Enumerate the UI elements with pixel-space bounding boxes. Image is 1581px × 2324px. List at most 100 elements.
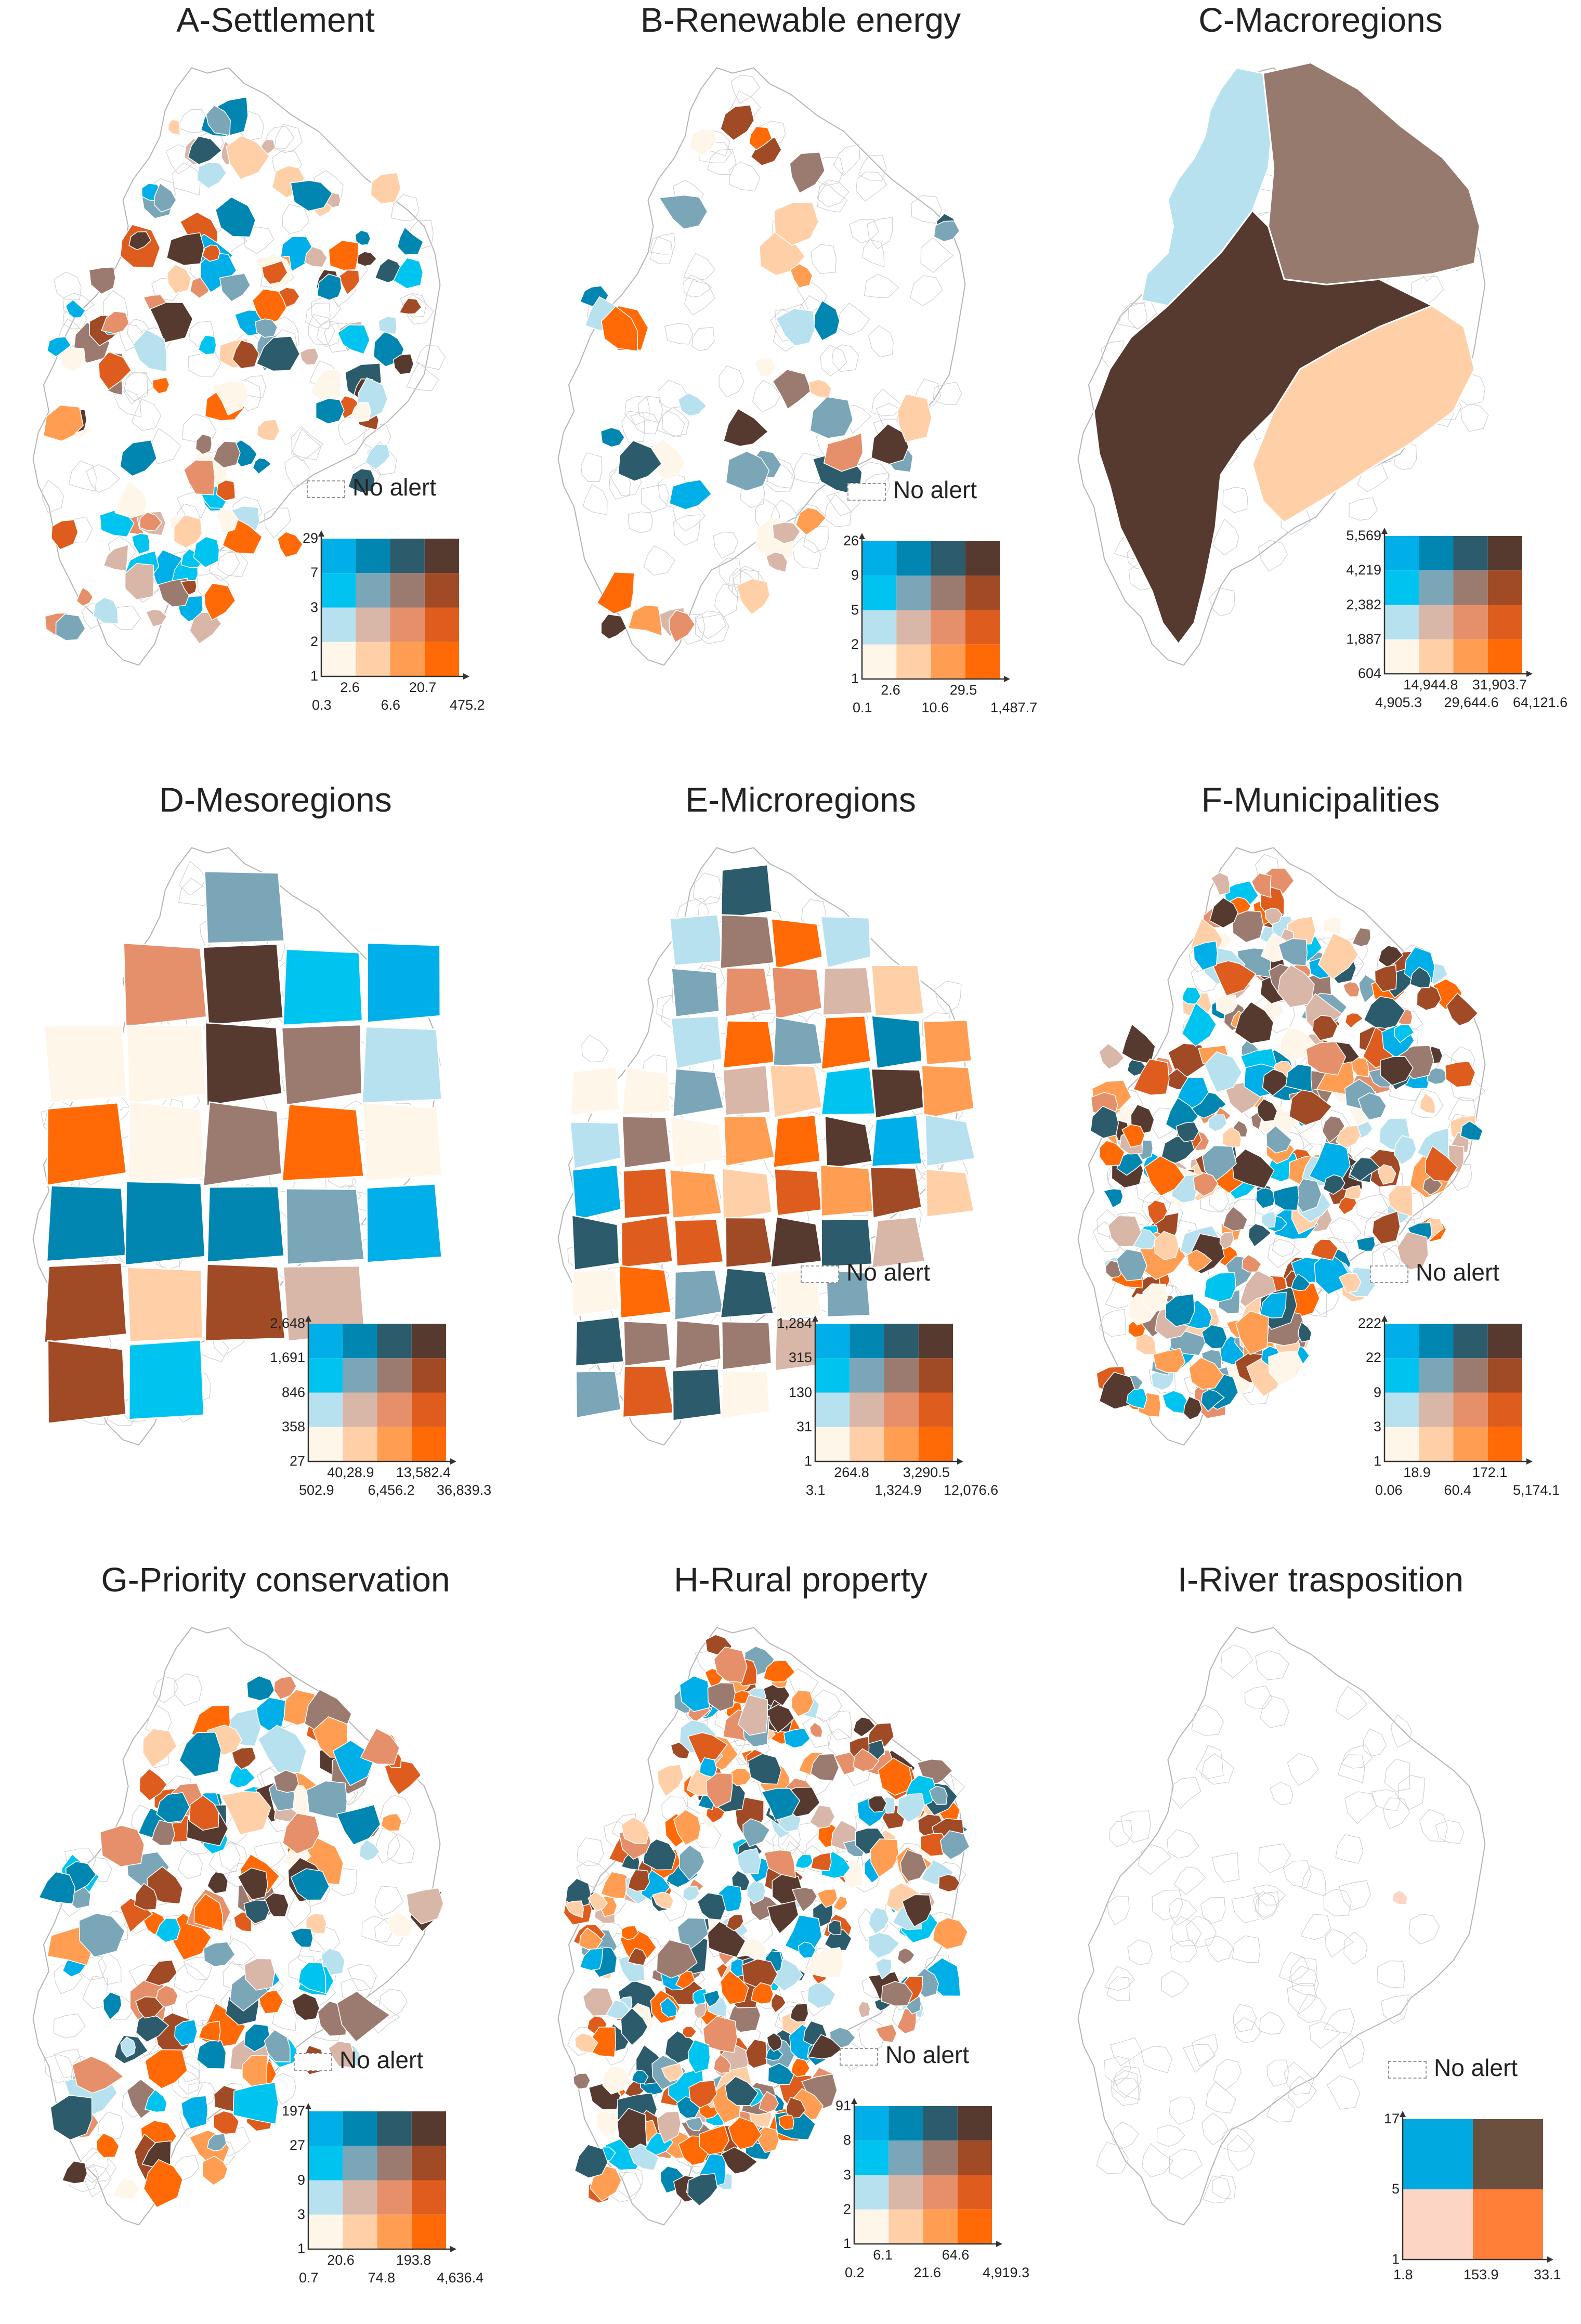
region-area	[820, 1066, 876, 1116]
x-axis-arrow	[1526, 1458, 1533, 1465]
region-area	[622, 1167, 671, 1220]
legend-cell	[1453, 1392, 1488, 1427]
alert-area	[336, 1804, 381, 1846]
alert-area	[132, 329, 167, 373]
legend-cell	[1453, 639, 1488, 674]
municipality-boundary	[264, 125, 295, 149]
region-area	[206, 1185, 285, 1263]
region-area	[669, 1169, 723, 1219]
legend-x-tick: 2.6	[340, 680, 360, 695]
municipality-boundary	[765, 460, 795, 492]
alert-area	[587, 1891, 608, 1912]
alert-area	[829, 2027, 856, 2049]
legend-cell	[1403, 2119, 1473, 2189]
municipality-boundary	[1220, 1644, 1253, 1678]
alert-area	[1107, 1215, 1142, 1247]
alert-area	[317, 273, 342, 301]
alert-area	[789, 151, 826, 194]
region-area	[618, 1265, 672, 1319]
alert-area	[139, 1768, 168, 1801]
bivariate-legend: 29 7 3 2 1 2.6 20.7 0.3 6.6 475.2	[303, 530, 486, 720]
alert-area	[631, 2069, 649, 2084]
municipality-boundary	[752, 380, 781, 413]
alert-area	[143, 2159, 184, 2208]
alert-area	[1322, 1115, 1345, 1144]
alert-area	[1374, 964, 1397, 993]
alert-area	[724, 2076, 759, 2106]
alert-area	[1204, 1051, 1243, 1093]
legend-y-tick: 1,887	[1346, 631, 1381, 647]
alert-area	[1298, 1321, 1312, 1343]
alert-area	[380, 1813, 402, 1832]
municipality-boundary	[1393, 442, 1417, 471]
legend-x-tick: 18.9	[1403, 1465, 1431, 1480]
municipality-boundary	[656, 410, 685, 438]
region-area	[722, 1064, 772, 1116]
alert-area	[1394, 1024, 1415, 1043]
alert-area	[388, 1910, 414, 1938]
legend-grid	[1381, 1315, 1533, 1465]
alert-area	[736, 578, 770, 615]
map	[32, 1627, 444, 2226]
alert-area	[657, 1764, 684, 1797]
legend-cell	[356, 607, 390, 642]
alert-area	[273, 1676, 297, 1700]
alert-area	[46, 336, 72, 358]
macroregion	[1140, 67, 1275, 307]
region-area	[771, 966, 823, 1021]
alert-area	[687, 2039, 711, 2073]
alert-area	[397, 227, 424, 255]
alert-area	[809, 1721, 823, 1738]
alert-area	[124, 563, 154, 600]
alert-area	[193, 1893, 224, 1932]
municipality-boundary	[801, 899, 827, 928]
alert-area	[43, 404, 84, 442]
region-area	[44, 1262, 127, 1343]
region-area	[669, 1116, 725, 1169]
region-area	[672, 1368, 722, 1421]
alert-area	[747, 1753, 782, 1785]
municipality-boundary	[1192, 2033, 1218, 2067]
legend-x-tick: 74.8	[368, 2270, 396, 2286]
legend-cell	[957, 2140, 992, 2175]
legend-cell	[1419, 1392, 1454, 1427]
alert-area	[244, 1958, 276, 1991]
alert-area	[155, 1984, 178, 2008]
alert-area	[290, 180, 333, 212]
alert-area	[1210, 872, 1230, 896]
no-alert-swatch	[801, 1265, 839, 1283]
municipality-boundary	[649, 232, 676, 255]
alert-area	[643, 1838, 677, 1871]
alert-area	[749, 126, 773, 151]
alert-area	[406, 1887, 444, 1925]
alert-area	[720, 105, 755, 141]
alert-area	[929, 1785, 948, 1805]
alert-area	[1201, 1145, 1237, 1183]
region-area	[869, 1166, 923, 1219]
legend-cell	[1487, 605, 1522, 639]
legend-cell	[923, 2209, 958, 2244]
alert-area	[938, 1874, 961, 1892]
legend-cell	[1419, 1427, 1454, 1461]
alert-area	[1153, 1348, 1186, 1373]
region-area	[674, 1219, 724, 1267]
legend-y-tick: 91	[835, 2098, 851, 2113]
legend-cell	[424, 573, 459, 608]
region-area	[47, 1340, 127, 1425]
municipality-boundary	[718, 365, 744, 398]
alert-area	[1344, 1185, 1362, 1199]
alert-area	[1388, 1185, 1413, 1217]
x-axis-arrow	[1526, 671, 1533, 677]
municipality-boundary	[1323, 2008, 1355, 2034]
alert-area	[213, 441, 241, 468]
legend-cell	[854, 2209, 889, 2244]
alert-area	[742, 1818, 770, 1847]
legend-cell	[377, 1427, 412, 1461]
legend-cell	[1453, 536, 1488, 571]
municipality-boundary	[406, 362, 439, 391]
legend-cell	[411, 2111, 446, 2146]
alert-area	[1396, 1231, 1429, 1271]
alert-area	[131, 533, 150, 555]
alert-area	[55, 613, 86, 641]
legend-y-tick: 1,284	[777, 1315, 812, 1331]
